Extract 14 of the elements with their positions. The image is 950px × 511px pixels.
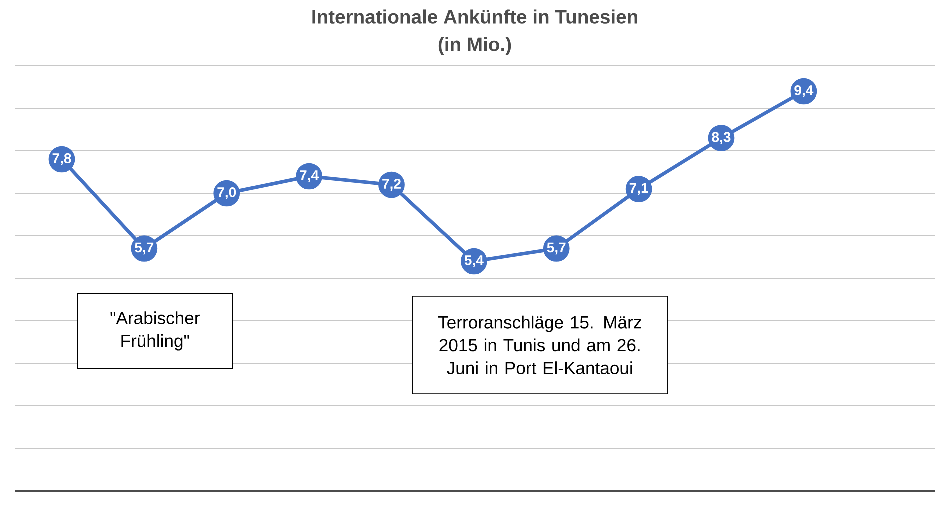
data-label: 7,2 xyxy=(382,179,401,191)
annotation: "Arabischer Frühling" xyxy=(110,312,200,351)
data-label: 7,0 xyxy=(218,188,236,200)
annotation: Terroranschläge 15. März 2015 in Tunis und am 26. Juni in Port El-Kantaoui xyxy=(438,316,642,375)
data-label: 7,4 xyxy=(300,170,320,182)
data-label: 9,4 xyxy=(794,86,814,98)
data-label: 5,4 xyxy=(464,256,484,268)
chart-title: Internationale Ankünfte in Tunesien xyxy=(312,10,638,24)
data-label: 5,7 xyxy=(547,242,566,255)
data-label: 5,7 xyxy=(135,242,154,255)
data-label: 7,1 xyxy=(630,183,648,196)
data-label: 8,3 xyxy=(712,132,731,144)
data-label: 7,8 xyxy=(52,154,72,166)
chart-subtitle: (in Mio.) xyxy=(438,37,512,56)
